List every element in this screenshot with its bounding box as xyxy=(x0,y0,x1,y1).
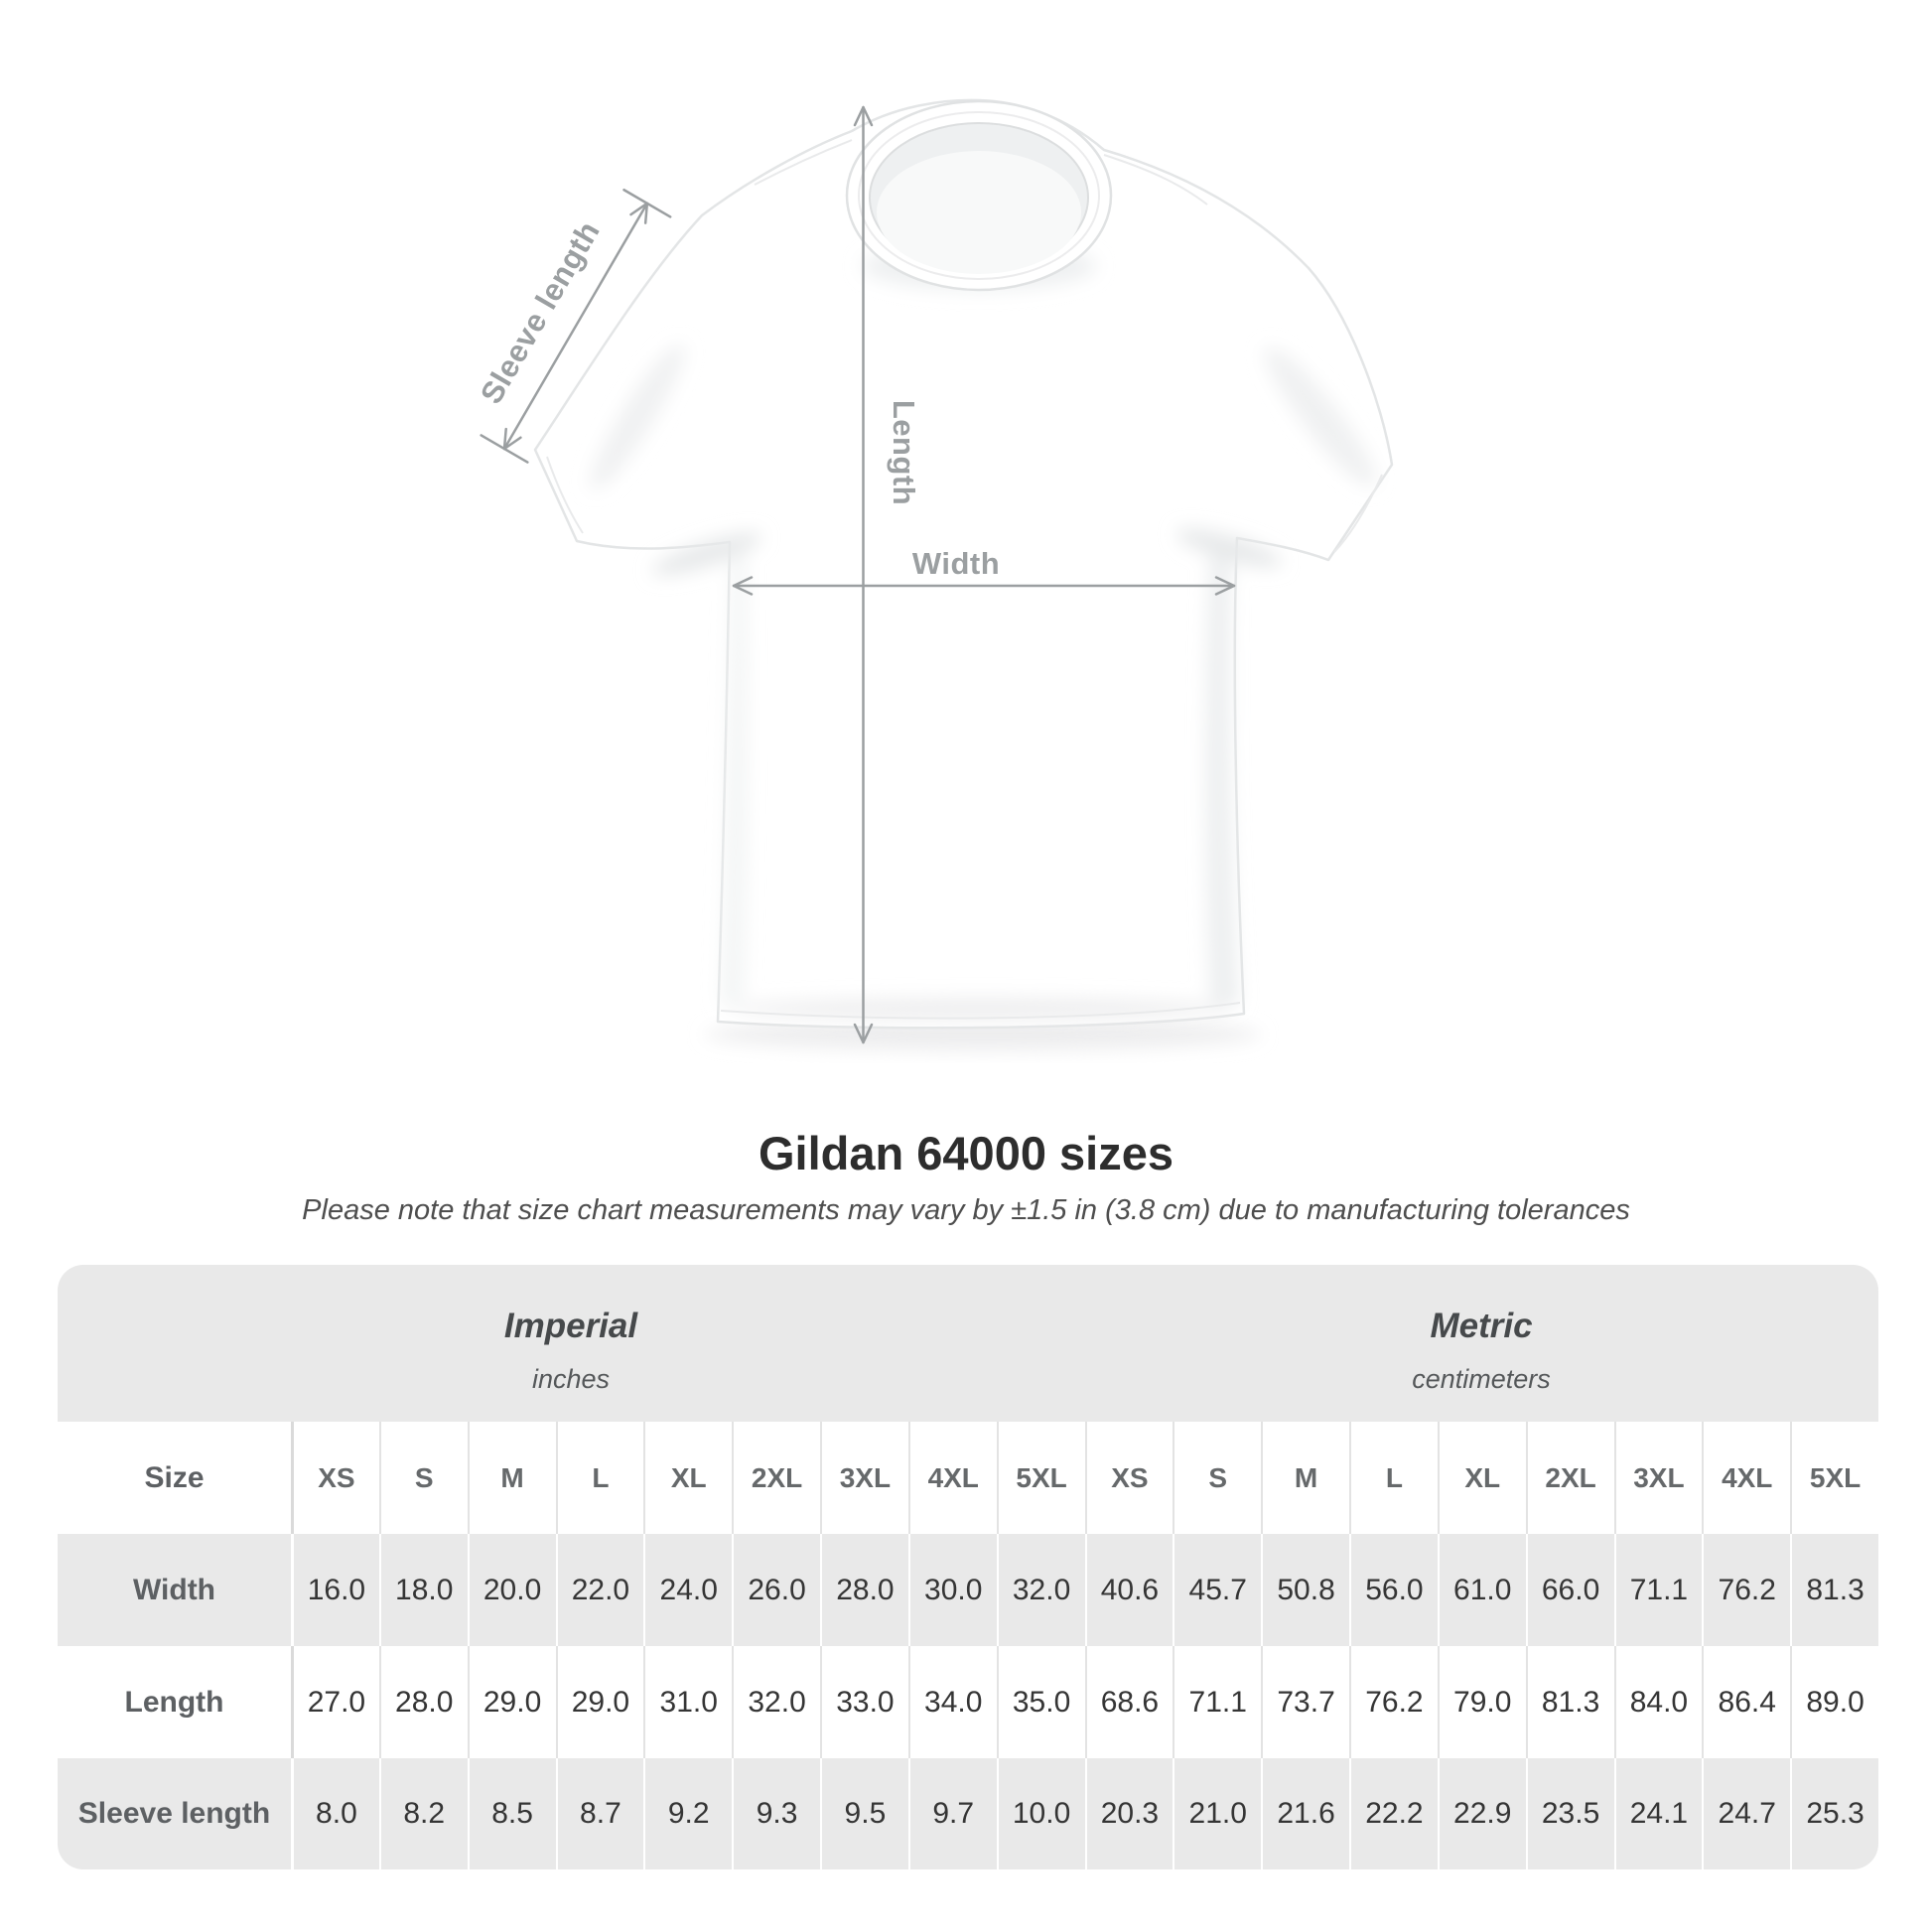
width-arrow xyxy=(732,576,1236,596)
width-row: Width 16.0 18.0 20.0 22.0 24.0 26.0 28.0… xyxy=(58,1534,1878,1646)
table-cell: 32.0 xyxy=(996,1534,1085,1646)
table-cell: 81.3 xyxy=(1525,1646,1614,1758)
table-cell: 29.0 xyxy=(555,1646,644,1758)
table-cell: 18.0 xyxy=(378,1534,468,1646)
table-cell: 26.0 xyxy=(732,1534,820,1646)
size-col-header: 3XL xyxy=(820,1422,908,1534)
size-col-header: 5XL xyxy=(1790,1422,1878,1534)
table-cell: 50.8 xyxy=(1261,1534,1349,1646)
table-cell: 34.0 xyxy=(907,1646,997,1758)
table-cell: 76.2 xyxy=(1349,1646,1438,1758)
table-cell: 24.7 xyxy=(1702,1758,1790,1869)
size-col-header: 2XL xyxy=(732,1422,820,1534)
table-cell: 35.0 xyxy=(996,1646,1085,1758)
size-header-row: Size XS S M L XL 2XL 3XL 4XL 5XL XS S M … xyxy=(58,1422,1878,1534)
size-col-header: S xyxy=(1173,1422,1261,1534)
table-cell: 22.2 xyxy=(1349,1758,1438,1869)
table-cell: 25.3 xyxy=(1790,1758,1878,1869)
size-col-header: S xyxy=(378,1422,468,1534)
row-label: Width xyxy=(132,1573,216,1606)
imperial-label: Imperial xyxy=(503,1307,638,1345)
table-cell: 32.0 xyxy=(732,1646,820,1758)
table-cell: 28.0 xyxy=(378,1646,468,1758)
size-col-header: M xyxy=(1261,1422,1349,1534)
tshirt-measurement-diagram: Sleeve length Length Width xyxy=(474,98,1394,1050)
size-corner-label: Size xyxy=(144,1460,205,1494)
table-cell: 71.1 xyxy=(1613,1534,1703,1646)
table-cell: 56.0 xyxy=(1349,1534,1438,1646)
table-cell: 9.3 xyxy=(732,1758,820,1869)
table-cell: 22.9 xyxy=(1437,1758,1526,1869)
table-cell: 10.0 xyxy=(996,1758,1085,1869)
table-cell: 79.0 xyxy=(1437,1646,1526,1758)
size-col-header: 5XL xyxy=(996,1422,1085,1534)
table-cell: 81.3 xyxy=(1790,1534,1878,1646)
tshirt-photo xyxy=(533,98,1394,1030)
table-cell: 24.0 xyxy=(643,1534,732,1646)
table-cell: 20.3 xyxy=(1084,1758,1173,1869)
table-cell: 29.0 xyxy=(467,1646,556,1758)
metric-label: Metric xyxy=(1430,1307,1533,1345)
length-row: Length 27.0 28.0 29.0 29.0 31.0 32.0 33.… xyxy=(58,1646,1878,1758)
size-col-header: 2XL xyxy=(1525,1422,1614,1534)
table-cell: 8.5 xyxy=(467,1758,556,1869)
table-cell: 33.0 xyxy=(820,1646,908,1758)
size-chart-table: Imperial inches Metric centimeters Size … xyxy=(58,1265,1878,1869)
length-label: Length xyxy=(887,400,921,505)
table-cell: 86.4 xyxy=(1702,1646,1790,1758)
table-cell: 20.0 xyxy=(467,1534,556,1646)
length-arrow xyxy=(853,105,874,1044)
table-cell: 27.0 xyxy=(291,1646,379,1758)
table-cell: 71.1 xyxy=(1173,1646,1261,1758)
size-col-header: L xyxy=(1349,1422,1438,1534)
size-col-header: XL xyxy=(1437,1422,1526,1534)
page-title: Gildan 64000 sizes xyxy=(758,1127,1174,1179)
measurement-annotations xyxy=(480,105,1236,1044)
sleeve-length-arrow xyxy=(480,188,672,464)
table-cell: 89.0 xyxy=(1790,1646,1878,1758)
sleeve-length-row: Sleeve length 8.0 8.2 8.5 8.7 9.2 9.3 9.… xyxy=(58,1758,1878,1869)
table-cell: 8.2 xyxy=(378,1758,468,1869)
table-cell: 8.0 xyxy=(291,1758,379,1869)
table-cell: 40.6 xyxy=(1084,1534,1173,1646)
table-cell: 84.0 xyxy=(1613,1646,1703,1758)
size-col-header: M xyxy=(467,1422,556,1534)
size-col-header: 3XL xyxy=(1613,1422,1703,1534)
metric-unit: centimeters xyxy=(1412,1364,1551,1394)
table-cell: 45.7 xyxy=(1173,1534,1261,1646)
table-cell: 66.0 xyxy=(1525,1534,1614,1646)
table-cell: 68.6 xyxy=(1084,1646,1173,1758)
size-col-header: 4XL xyxy=(907,1422,997,1534)
table-cell: 61.0 xyxy=(1437,1534,1526,1646)
table-cell: 23.5 xyxy=(1525,1758,1614,1869)
imperial-unit: inches xyxy=(531,1364,611,1394)
table-cell: 30.0 xyxy=(907,1534,997,1646)
table-cell: 22.0 xyxy=(555,1534,644,1646)
row-label: Length xyxy=(124,1685,224,1719)
table-cell: 21.0 xyxy=(1173,1758,1261,1869)
table-cell: 28.0 xyxy=(820,1534,908,1646)
table-cell: 9.7 xyxy=(907,1758,997,1869)
table-cell: 8.7 xyxy=(555,1758,644,1869)
table-cell: 9.2 xyxy=(643,1758,732,1869)
table-cell: 9.5 xyxy=(820,1758,908,1869)
table-cell: 16.0 xyxy=(291,1534,379,1646)
width-label: Width xyxy=(912,546,1000,581)
size-col-header: XS xyxy=(291,1422,379,1534)
table-cell: 21.6 xyxy=(1261,1758,1349,1869)
unit-header-band: Imperial inches Metric centimeters xyxy=(58,1265,1878,1422)
size-col-header: XL xyxy=(643,1422,732,1534)
tolerance-note: Please note that size chart measurements… xyxy=(302,1194,1630,1226)
imperial-header: Imperial inches xyxy=(58,1265,1084,1422)
metric-header: Metric centimeters xyxy=(1084,1265,1878,1422)
size-col-header: 4XL xyxy=(1702,1422,1790,1534)
table-cell: 31.0 xyxy=(643,1646,732,1758)
row-label: Sleeve length xyxy=(77,1797,271,1830)
size-col-header: L xyxy=(555,1422,644,1534)
table-cell: 24.1 xyxy=(1613,1758,1703,1869)
table-cell: 76.2 xyxy=(1702,1534,1790,1646)
size-col-header: XS xyxy=(1084,1422,1173,1534)
table-cell: 73.7 xyxy=(1261,1646,1349,1758)
collar xyxy=(845,99,1113,292)
